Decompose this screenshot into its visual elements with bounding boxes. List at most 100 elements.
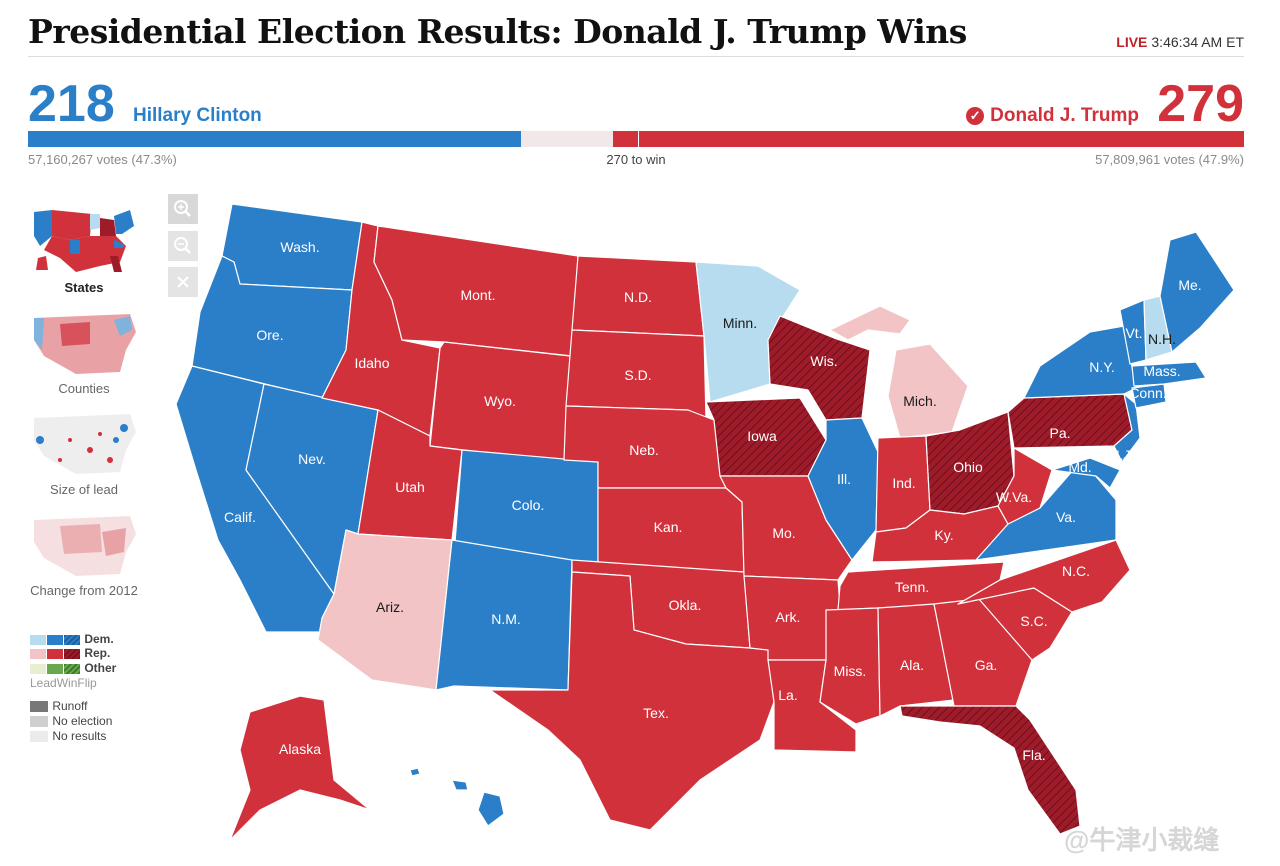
- live-tag: LIVE: [1116, 34, 1148, 50]
- zoom-out-button[interactable]: [168, 231, 198, 261]
- state-label-ore: Ore.: [256, 327, 283, 343]
- states-thumbnail-map: [34, 210, 134, 272]
- rep-win-swatch: [47, 648, 63, 659]
- state-alaska[interactable]: [229, 695, 371, 841]
- close-icon: [177, 276, 189, 288]
- state-ill[interactable]: [807, 417, 879, 561]
- legend-rep: Rep.: [30, 646, 110, 660]
- state-label-s-c: S.C.: [1020, 613, 1047, 629]
- state-label-w-va: W.Va.: [996, 489, 1032, 505]
- zoom-in-button[interactable]: [168, 194, 198, 224]
- state-label-n-c: N.C.: [1062, 563, 1090, 579]
- other-lead-swatch: [30, 663, 46, 674]
- state-label-pa: Pa.: [1049, 425, 1070, 441]
- live-time: 3:46:34 AM ET: [1151, 34, 1244, 50]
- state-label-calif: Calif.: [224, 509, 256, 525]
- dem-electoral-votes: 218: [28, 75, 115, 133]
- reset-zoom-button[interactable]: [168, 267, 198, 297]
- state-label-n-m: N.M.: [491, 611, 521, 627]
- watermark: @牛津小裁缝: [1064, 825, 1220, 855]
- state-label-ind: Ind.: [892, 475, 915, 491]
- header-divider: [28, 56, 1244, 57]
- rep-candidate-name: Donald J. Trump: [990, 105, 1139, 126]
- view-option-label: Size of lead: [50, 482, 118, 497]
- no-election-swatch: [30, 716, 48, 728]
- dem-win-swatch: [47, 634, 63, 645]
- rep-ev-bar: [613, 131, 1244, 147]
- state-label-fla: Fla.: [1022, 747, 1045, 763]
- state-n-y[interactable]: [1023, 325, 1137, 399]
- state-ala[interactable]: [877, 603, 955, 717]
- rep-electoral-votes: 279: [1157, 75, 1244, 133]
- rep-flip-swatch: [64, 648, 80, 659]
- state-label-md: Md.: [1068, 459, 1091, 475]
- state-label-la: La.: [778, 687, 797, 703]
- dem-candidate-name: Hillary Clinton: [133, 105, 262, 126]
- state-label-mich: Mich.: [903, 393, 936, 409]
- legend-no-results-label: No results: [52, 729, 107, 743]
- state-label-ark: Ark.: [776, 609, 801, 625]
- electoral-vote-bar: [28, 129, 1244, 149]
- dem-popular-votes: 57,160,267 votes (47.3%): [28, 152, 177, 167]
- state-label-alaska: Alaska: [279, 741, 321, 757]
- state-conn[interactable]: [1131, 383, 1167, 409]
- rep-candidate: ✓ Donald J. Trump: [966, 105, 1139, 127]
- state-label-hawaii: Hawaii: [493, 819, 535, 835]
- legend-runoff-label: Runoff: [52, 699, 88, 713]
- state-label-neb: Neb.: [629, 442, 659, 458]
- state-label-idaho: Idaho: [354, 355, 389, 371]
- legend-rep-label: Rep.: [84, 646, 111, 660]
- state-label-tex: Tex.: [643, 705, 669, 721]
- other-flip-swatch: [64, 663, 80, 674]
- legend-no-election-label: No election: [52, 714, 113, 728]
- state-label-utah: Utah: [395, 479, 425, 495]
- state-label-wash: Wash.: [280, 239, 319, 255]
- state-label-s-d: S.D.: [624, 367, 651, 383]
- rep-popular-votes: 57,809,961 votes (47.9%): [1095, 152, 1244, 167]
- live-indicator: LIVE 3:46:34 AM ET: [1116, 34, 1244, 50]
- state-md[interactable]: [1051, 457, 1121, 489]
- state-label-va: Va.: [1056, 509, 1076, 525]
- state-label-mo: Mo.: [772, 525, 795, 541]
- checkmark-icon: ✓: [966, 107, 985, 125]
- change-thumbnail-map: [34, 516, 136, 576]
- state-label-ohio: Ohio: [953, 459, 983, 475]
- state-n-m[interactable]: [435, 539, 573, 691]
- legend-scale-label: LeadWinFlip: [30, 676, 97, 690]
- legend-dem-label: Dem.: [84, 632, 114, 646]
- state-label-mass: Mass.: [1143, 363, 1180, 379]
- state-label-conn: Conn.: [1129, 385, 1166, 401]
- view-option-counties[interactable]: [30, 310, 140, 381]
- view-option-change-from-2012[interactable]: [30, 512, 140, 583]
- state-label-colo: Colo.: [512, 497, 545, 513]
- view-option-states[interactable]: [30, 206, 140, 279]
- state-label-iowa: Iowa: [747, 428, 777, 444]
- state-n-c[interactable]: [957, 539, 1131, 613]
- state-label-ariz: Ariz.: [376, 599, 404, 615]
- state-label-n-y: N.Y.: [1089, 359, 1114, 375]
- zoom-in-icon: [174, 200, 191, 217]
- state-label-n-j: N.J.: [1110, 447, 1135, 463]
- state-me[interactable]: [1159, 231, 1235, 353]
- dem-flip-swatch: [64, 634, 80, 645]
- zoom-out-icon: [174, 237, 191, 254]
- state-label-nev: Nev.: [298, 451, 326, 467]
- state-label-ill: Ill.: [837, 471, 851, 487]
- state-label-miss: Miss.: [834, 663, 867, 679]
- state-label-ky: Ky.: [934, 527, 953, 543]
- state-label-wyo: Wyo.: [484, 393, 516, 409]
- view-option-size-of-lead[interactable]: [30, 410, 140, 481]
- size-of-lead-thumbnail-map: [34, 414, 136, 474]
- state-tex[interactable]: [489, 571, 775, 831]
- counties-thumbnail-map: [34, 314, 136, 374]
- state-mass[interactable]: [1131, 361, 1207, 387]
- state-hawaii[interactable]: [409, 767, 505, 827]
- view-option-label: States: [64, 280, 104, 295]
- state-label-tenn: Tenn.: [895, 579, 929, 595]
- state-label-mont: Mont.: [460, 287, 495, 303]
- state-fla[interactable]: [899, 705, 1081, 835]
- legend-dem: Dem.: [30, 632, 114, 646]
- legend-other-label: Other: [84, 661, 117, 675]
- state-label-okla: Okla.: [669, 597, 702, 613]
